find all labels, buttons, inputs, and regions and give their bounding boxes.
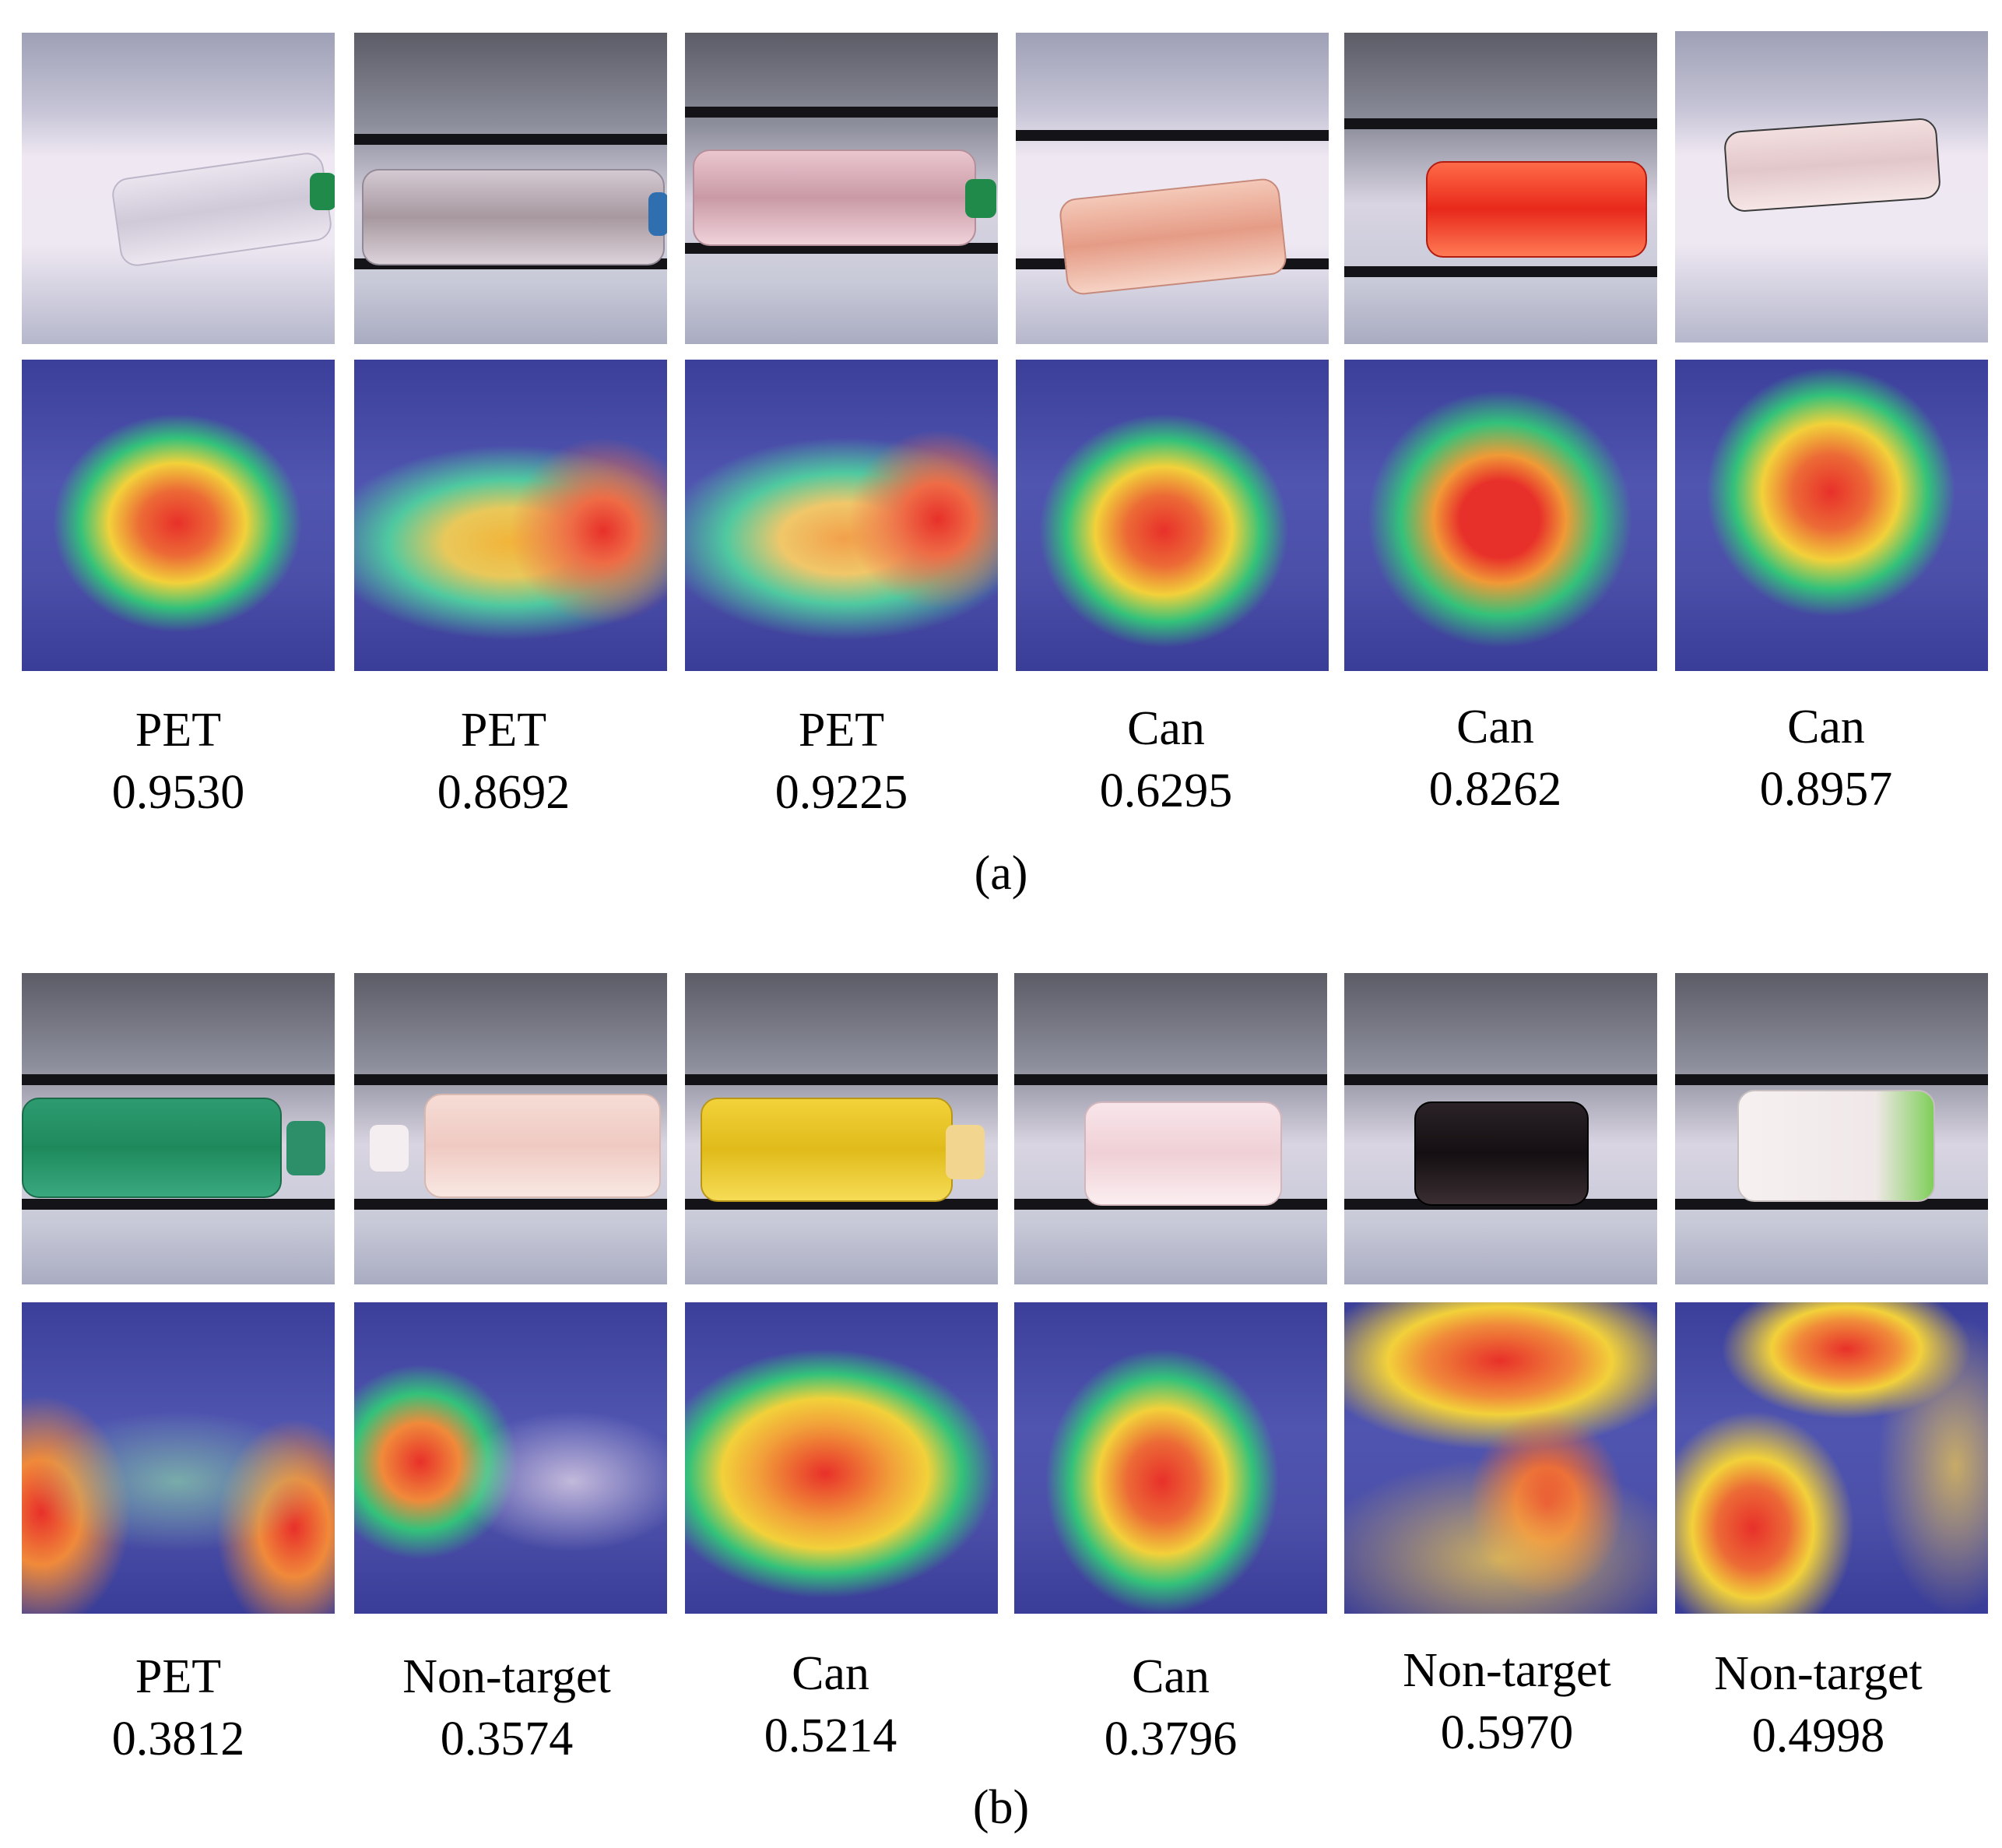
confidence-score: 0.8957	[1759, 763, 1893, 816]
input-image	[1344, 33, 1657, 344]
heatmap-image	[354, 360, 667, 671]
heatmap-image	[685, 1302, 998, 1614]
class-label: Can	[792, 1647, 869, 1700]
can	[1414, 1101, 1589, 1206]
input-image	[1344, 973, 1657, 1284]
pet-bottle	[362, 169, 665, 265]
can	[1723, 117, 1942, 213]
confidence-score: 0.5970	[1440, 1706, 1574, 1759]
bottle-cap	[648, 192, 667, 236]
input-image	[1675, 973, 1988, 1284]
input-image	[354, 33, 667, 344]
input-image	[22, 973, 335, 1284]
bottle-cap	[286, 1121, 325, 1175]
confidence-score: 0.9225	[774, 766, 908, 819]
class-label: Can	[1456, 701, 1534, 754]
heatmap-image	[1344, 360, 1657, 671]
can	[1084, 1101, 1282, 1206]
can	[1058, 177, 1288, 297]
input-image	[22, 33, 335, 344]
class-label: Non-target	[402, 1650, 611, 1703]
pet-bottle	[701, 1098, 953, 1202]
pet-bottle	[424, 1094, 661, 1198]
class-label: Can	[1787, 701, 1865, 754]
bottle-cap	[310, 173, 335, 210]
pet-bottle	[110, 150, 334, 269]
heatmap-image	[685, 360, 998, 671]
panel-caption: (a)	[974, 847, 1028, 900]
confidence-score: 0.3574	[440, 1713, 574, 1765]
pet-bottle	[693, 149, 976, 246]
bottle-cap	[946, 1125, 985, 1179]
class-label: PET	[798, 704, 885, 757]
heatmap-image	[1014, 1302, 1327, 1614]
pet-bottle	[22, 1098, 282, 1198]
heatmap-image	[22, 1302, 335, 1614]
bottle-cap	[370, 1125, 409, 1172]
input-image	[1675, 31, 1988, 343]
panel-caption: (b)	[972, 1781, 1030, 1834]
confidence-score: 0.3796	[1104, 1713, 1238, 1765]
heatmap-image	[354, 1302, 667, 1614]
can	[1737, 1090, 1935, 1202]
confidence-score: 0.9530	[111, 766, 245, 819]
confidence-score: 0.8262	[1428, 763, 1562, 816]
panel-a: PET 0.9530 PET 0.8692 PET 0.9225 Can 0.6…	[0, 0, 2002, 919]
input-image	[1014, 973, 1327, 1284]
confidence-score: 0.3812	[111, 1713, 245, 1765]
class-label: Can	[1132, 1650, 1210, 1703]
heatmap-image	[1344, 1302, 1657, 1614]
heatmap-image	[22, 360, 335, 671]
confidence-score: 0.6295	[1099, 764, 1233, 817]
input-image	[685, 973, 998, 1284]
heatmap-image	[1016, 360, 1329, 671]
class-label: Non-target	[1403, 1644, 1611, 1697]
heatmap-image	[1675, 1302, 1988, 1614]
input-image	[1016, 33, 1329, 344]
class-label: PET	[135, 704, 222, 757]
heatmap-image	[1675, 360, 1988, 671]
confidence-score: 0.8692	[437, 766, 571, 819]
class-label: PET	[135, 1650, 222, 1703]
class-label: PET	[460, 704, 547, 757]
can	[1426, 161, 1647, 258]
confidence-score: 0.4998	[1751, 1709, 1885, 1762]
panel-b: PET 0.3812 Non-target 0.3574 Can 0.5214 …	[0, 942, 2002, 1848]
input-image	[685, 33, 998, 344]
class-label: Non-target	[1714, 1647, 1923, 1700]
confidence-score: 0.5214	[764, 1709, 897, 1762]
input-image	[354, 973, 667, 1284]
bottle-cap	[965, 179, 996, 218]
class-label: Can	[1127, 702, 1205, 755]
